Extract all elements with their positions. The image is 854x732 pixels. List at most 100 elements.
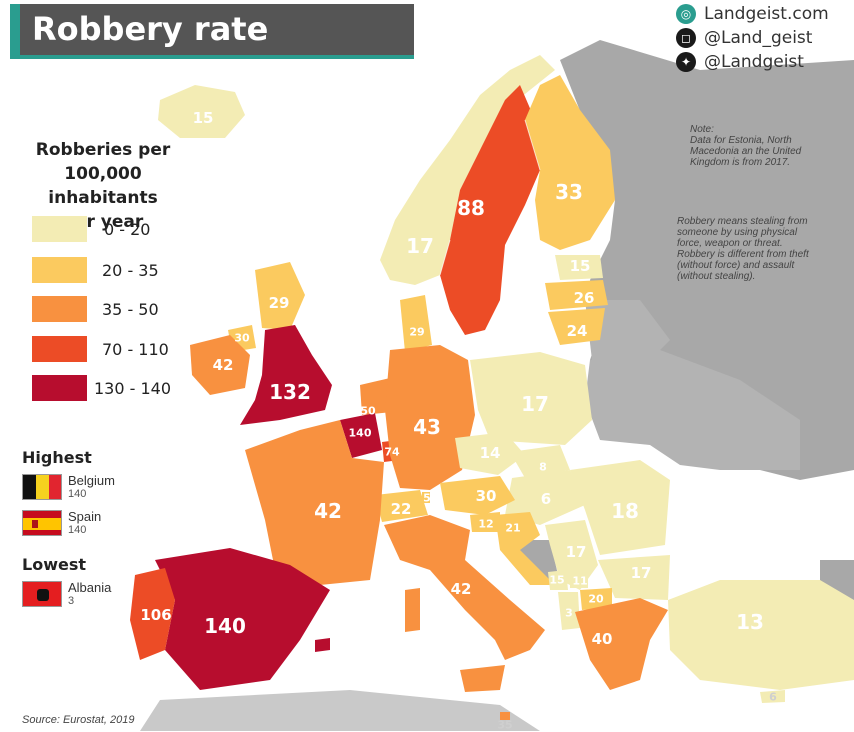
value-romania: 18 <box>611 499 639 523</box>
twitter-link[interactable]: ✦ @Landgeist <box>676 52 804 72</box>
legend-title-line-1: Robberies per <box>35 140 171 160</box>
note-line: Kingdom is from 2017. <box>690 157 791 168</box>
bulgaria-shape <box>598 555 670 600</box>
denmark-shape <box>400 295 432 352</box>
balearic-shape <box>315 638 330 652</box>
source-credit: Source: Eurostat, 2019 <box>22 714 135 726</box>
instagram-icon: ◻ <box>676 28 696 48</box>
value-iceland: 15 <box>192 109 214 127</box>
value-hungary: 6 <box>540 490 552 508</box>
instagram-link[interactable]: ◻ @Land_geist <box>676 28 812 48</box>
ukraine-shape <box>585 350 800 470</box>
slovakia-shape <box>510 445 570 478</box>
value-austria: 30 <box>475 487 497 505</box>
website-label: Landgeist.com <box>704 4 829 24</box>
robbery-definition: Robbery means stealing from someone by u… <box>677 216 809 282</box>
germany-shape <box>385 345 475 490</box>
slovenia-shape <box>470 512 500 532</box>
legend-title: Robberies per 100,000 inhabitants per ye… <box>8 138 198 234</box>
spain-shape <box>155 548 330 690</box>
legend-swatch <box>32 296 87 322</box>
highest-heading: Highest <box>22 448 92 467</box>
value-sweden: 88 <box>457 196 485 220</box>
romania-shape <box>570 460 670 555</box>
website-link[interactable]: ◎ Landgeist.com <box>676 4 829 24</box>
value-france: 42 <box>314 499 342 523</box>
value-switzerland: 22 <box>390 500 412 518</box>
belarus-shape <box>585 300 670 360</box>
iceland-shape <box>158 85 245 138</box>
highest-country-1: Belgium <box>68 473 115 488</box>
value-czechia: 14 <box>479 444 501 462</box>
malta-shape <box>500 712 510 720</box>
legend-label: 130 - 140 <box>94 379 172 398</box>
definition-line: Robbery means stealing from <box>677 216 808 227</box>
sweden-shape <box>440 85 540 335</box>
note-line: Data for Estonia, North <box>690 135 792 146</box>
value-ireland: 42 <box>212 356 234 374</box>
portugal-shape <box>130 568 175 660</box>
value-finland: 33 <box>555 180 583 204</box>
italy-shape <box>384 515 545 660</box>
definition-line: force, weapon or threat. <box>677 238 783 249</box>
sicily-shape <box>460 665 505 692</box>
definition-line: (without stealing). <box>677 271 756 282</box>
value-greece: 40 <box>591 630 613 648</box>
legend-label: 35 - 50 <box>102 300 159 319</box>
sardinia-shape <box>405 588 420 632</box>
note-line: Note: <box>690 124 714 135</box>
globe-icon: ◎ <box>676 4 696 24</box>
value-malta: 35 <box>497 718 513 732</box>
map-title: Robbery rate <box>32 10 269 48</box>
value-norway: 17 <box>406 234 434 258</box>
albania-shape <box>558 592 580 630</box>
legend-label: 0 - 20 <box>104 220 151 239</box>
value-italy: 42 <box>450 580 472 598</box>
north-africa-shape <box>140 690 540 731</box>
england-shape <box>240 325 332 425</box>
scotland-shape <box>255 262 305 330</box>
value-latvia: 26 <box>573 289 595 307</box>
liechtenstein-shape <box>422 492 430 503</box>
lowest-value-1: 3 <box>68 595 75 607</box>
value-serbia: 17 <box>565 543 587 561</box>
legend-swatch <box>32 336 87 362</box>
value-croatia: 21 <box>505 521 521 535</box>
definition-line: Robbery is different from theft <box>677 249 809 260</box>
switzerland-shape <box>375 490 428 522</box>
value-cyprus: 6 <box>769 690 777 704</box>
poland-shape <box>470 352 592 445</box>
value-belgium: 140 <box>348 426 372 440</box>
value-denmark: 29 <box>409 325 425 339</box>
title-accent-bar <box>10 4 20 59</box>
highest-value-1: 140 <box>68 488 87 500</box>
value-germany: 43 <box>413 415 441 439</box>
value-spain: 140 <box>204 614 246 638</box>
value-north-macedonia: 20 <box>588 592 604 606</box>
title-banner <box>10 4 414 59</box>
belgium-flag <box>22 474 62 500</box>
lithuania-shape <box>548 308 605 345</box>
value-luxembourg: 74 <box>384 445 400 459</box>
netherlands-shape <box>360 378 392 415</box>
legend-label: 70 - 110 <box>102 340 169 359</box>
twitter-icon: ✦ <box>676 52 696 72</box>
value-england-wales: 132 <box>269 380 311 404</box>
value-scotland: 29 <box>268 294 290 312</box>
cyprus-shape <box>760 690 785 703</box>
value-liechtenstein: 5 <box>423 491 431 505</box>
value-montenegro: 15 <box>549 573 565 587</box>
data-note: Note: Data for Estonia, North Macedonia … <box>690 124 801 168</box>
highest-country-2: Spain <box>68 509 102 524</box>
belgium-shape <box>340 413 382 458</box>
value-northern-ireland: 30 <box>234 331 250 345</box>
value-lithuania: 24 <box>566 322 588 340</box>
value-slovenia: 12 <box>478 517 494 531</box>
value-estonia: 15 <box>569 257 591 275</box>
note-line: Macedonia an the United <box>690 146 802 157</box>
turkey-shape <box>668 580 854 690</box>
value-turkey: 13 <box>736 610 764 634</box>
montenegro-shape <box>548 570 568 590</box>
lowest-country-1: Albania <box>68 580 112 595</box>
